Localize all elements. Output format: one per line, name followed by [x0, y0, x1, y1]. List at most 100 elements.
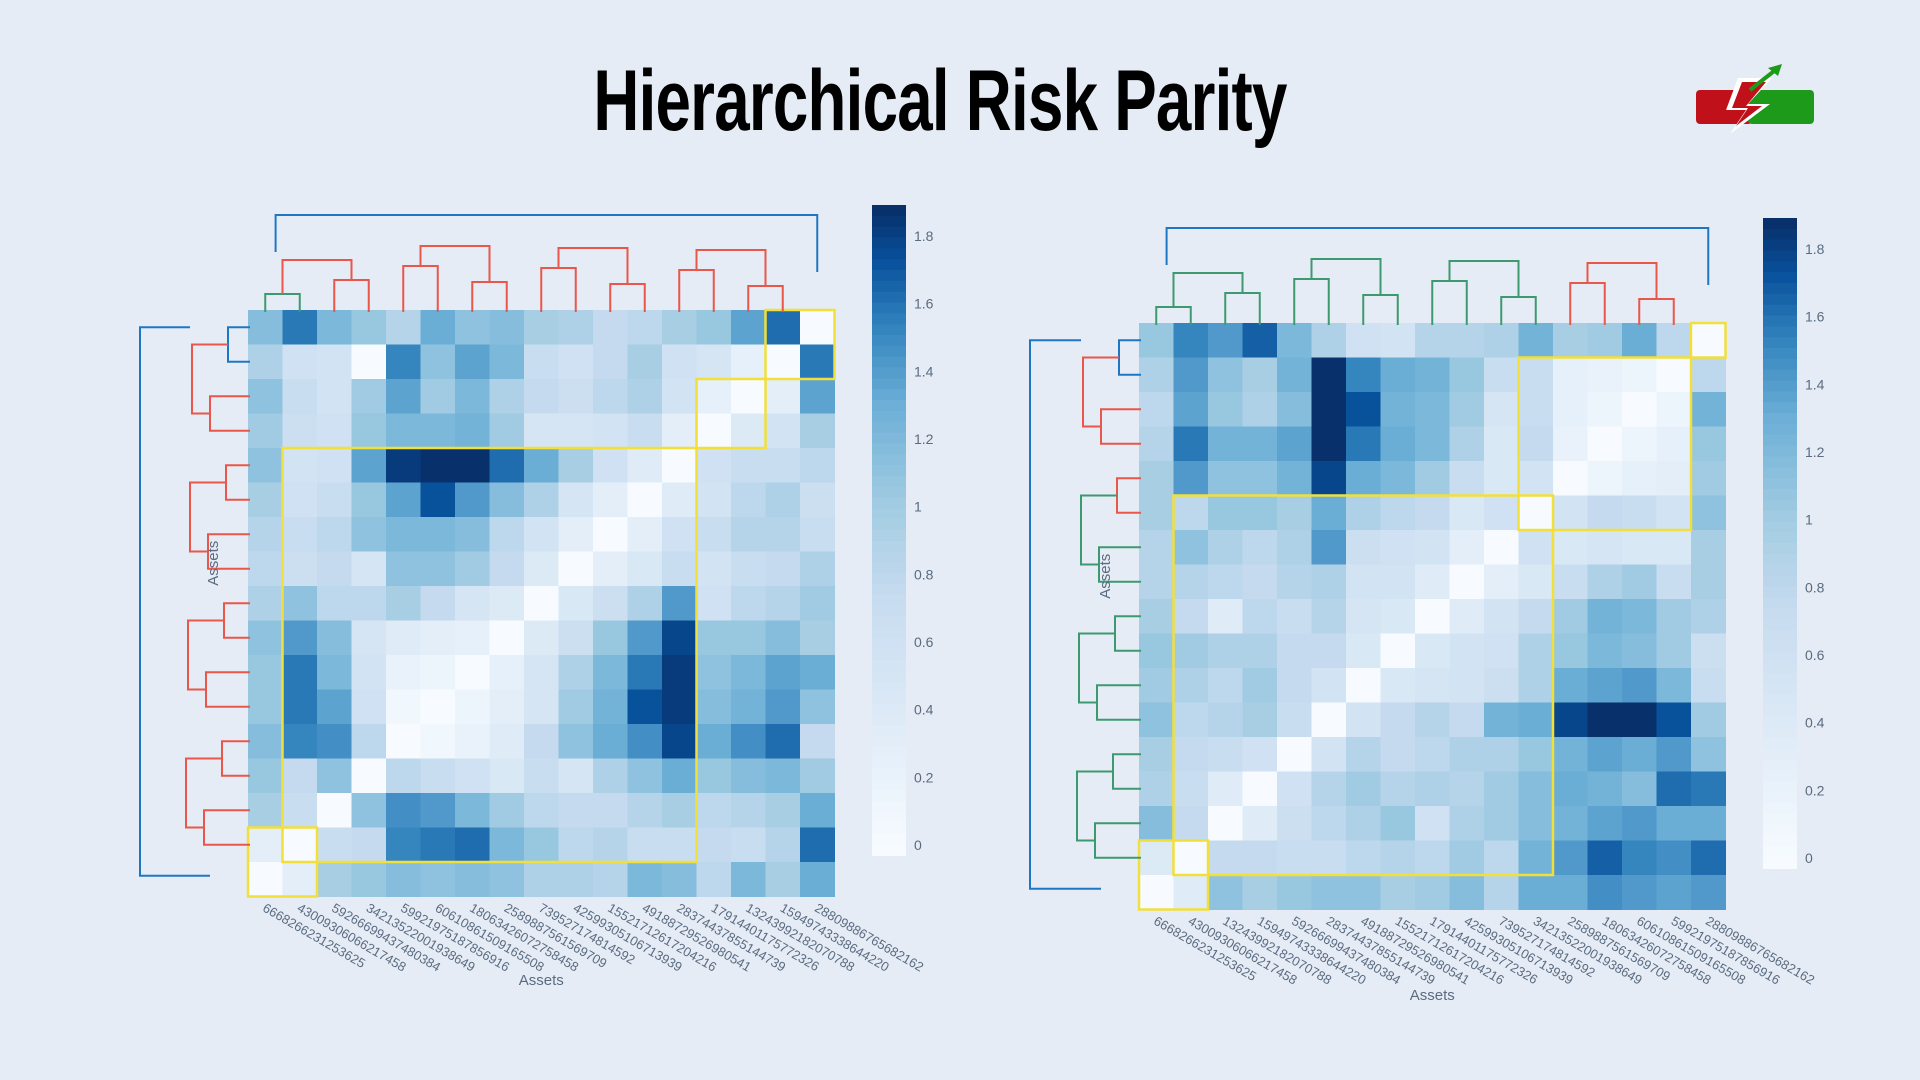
colorbar-tick-label: 0.6	[1805, 647, 1825, 663]
heatmap-cell	[1346, 633, 1381, 669]
top-dendrogram	[1155, 227, 1710, 325]
colorbar-segment	[872, 280, 906, 293]
heatmap-cell	[1484, 564, 1519, 600]
colorbar-segment	[1763, 629, 1797, 642]
heatmap-cell	[1622, 392, 1657, 427]
heatmap-cell	[1208, 564, 1243, 600]
colorbar-segment	[872, 833, 906, 846]
colorbar-tick-label: 1.6	[1805, 309, 1825, 325]
heatmap-cell	[1311, 702, 1347, 738]
heatmap-cell	[1173, 737, 1209, 772]
heatmap-cell	[1656, 392, 1692, 427]
heatmap-cell	[1587, 633, 1623, 669]
heatmap-cell	[1208, 357, 1243, 393]
heatmap-cell	[1449, 771, 1485, 807]
heatmap-cell	[1173, 461, 1209, 496]
heatmap-cell	[317, 793, 352, 828]
heatmap-cell	[662, 655, 697, 690]
colorbar-segment	[872, 800, 906, 813]
heatmap-cell	[455, 862, 490, 897]
colorbar-segment	[1763, 315, 1797, 328]
heatmap-cell	[317, 517, 352, 552]
heatmap-cell	[1656, 426, 1692, 462]
heatmap-cell	[386, 793, 421, 828]
heatmap-cell	[1380, 461, 1416, 496]
colorbar-segment	[1763, 738, 1797, 750]
heatmap-cell	[524, 827, 559, 863]
heatmap-cell	[1691, 564, 1726, 600]
heatmap-cell	[662, 310, 697, 345]
dendrogram-link	[1224, 292, 1261, 325]
colorbar-segment	[872, 746, 906, 759]
heatmap-cell	[627, 448, 663, 483]
dendrogram-link	[1165, 227, 1710, 285]
heatmap-cell	[1656, 840, 1692, 876]
heatmap-cell	[489, 724, 525, 759]
heatmap-cell	[351, 655, 387, 690]
heatmap-cell	[317, 655, 352, 690]
heatmap-cell	[1691, 702, 1726, 738]
heatmap-cell	[1622, 806, 1657, 841]
x-axis-label: Assets	[1410, 987, 1455, 1004]
heatmap-cell	[1622, 461, 1657, 496]
heatmap-cell	[1587, 530, 1623, 565]
heatmap-cell	[1622, 737, 1657, 772]
heatmap-cell	[317, 551, 352, 587]
heatmap-cell	[1311, 806, 1347, 841]
colorbar-segment	[1763, 553, 1797, 566]
heatmap-cell	[1518, 564, 1554, 600]
heatmap-cell	[1656, 530, 1692, 565]
heatmap-cell	[317, 482, 352, 518]
heatmap-cell	[1277, 840, 1312, 876]
heatmap-cell	[282, 620, 318, 656]
heatmap-cell	[731, 310, 766, 345]
heatmap-cell	[1691, 426, 1726, 462]
heatmap-cell	[696, 793, 732, 828]
heatmap-cell	[593, 482, 628, 518]
heatmap-cell	[248, 655, 283, 690]
heatmap-cell	[420, 413, 456, 449]
heatmap-cell	[1691, 461, 1726, 496]
heatmap-cell	[1380, 737, 1416, 772]
heatmap-cell	[455, 655, 490, 690]
colorbar-segment	[1763, 803, 1797, 815]
heatmap-cell	[731, 724, 766, 759]
heatmap-cell	[1311, 461, 1347, 496]
heatmap-cell	[489, 379, 525, 414]
heatmap-cell	[558, 551, 594, 587]
colorbar-segment	[1763, 683, 1797, 696]
heatmap-cell	[386, 551, 421, 587]
heatmap-cell	[1208, 840, 1243, 876]
heatmap-cell	[765, 517, 801, 552]
colorbar-segment	[1763, 824, 1797, 837]
heatmap-cell	[1311, 426, 1347, 462]
heatmap-cell	[420, 827, 456, 863]
heatmap-cell	[351, 793, 387, 828]
dendrogram-link	[1569, 282, 1606, 325]
heatmap-cell	[455, 517, 490, 552]
heatmap-cell	[1587, 806, 1623, 841]
left-dendrogram	[1029, 339, 1141, 890]
cluster-box	[1689, 321, 1727, 359]
cluster-highlights	[1137, 321, 1727, 911]
heatmap-cell	[1415, 357, 1450, 393]
heatmap-cell	[1173, 495, 1209, 531]
heatmap-cell	[1242, 495, 1278, 531]
dendrogram-link	[1155, 306, 1192, 325]
heatmap-cell	[248, 448, 283, 483]
heatmap-cell	[1587, 495, 1623, 531]
heatmap-cell	[1518, 737, 1554, 772]
heatmap-cell	[696, 482, 732, 518]
heatmap-cell	[420, 620, 456, 656]
colorbar-segment	[1763, 586, 1797, 599]
heatmap-cell	[1139, 564, 1174, 600]
colorbar-segment	[872, 638, 906, 651]
heatmap-cell	[1139, 668, 1174, 703]
colorbar-segment	[872, 259, 906, 271]
heatmap-cell	[1484, 668, 1519, 703]
heatmap-cell	[1173, 564, 1209, 600]
heatmap-cell	[386, 689, 421, 725]
heatmap-cell	[489, 448, 525, 483]
heatmap-cell	[386, 482, 421, 518]
heatmap-cell	[1208, 323, 1243, 358]
